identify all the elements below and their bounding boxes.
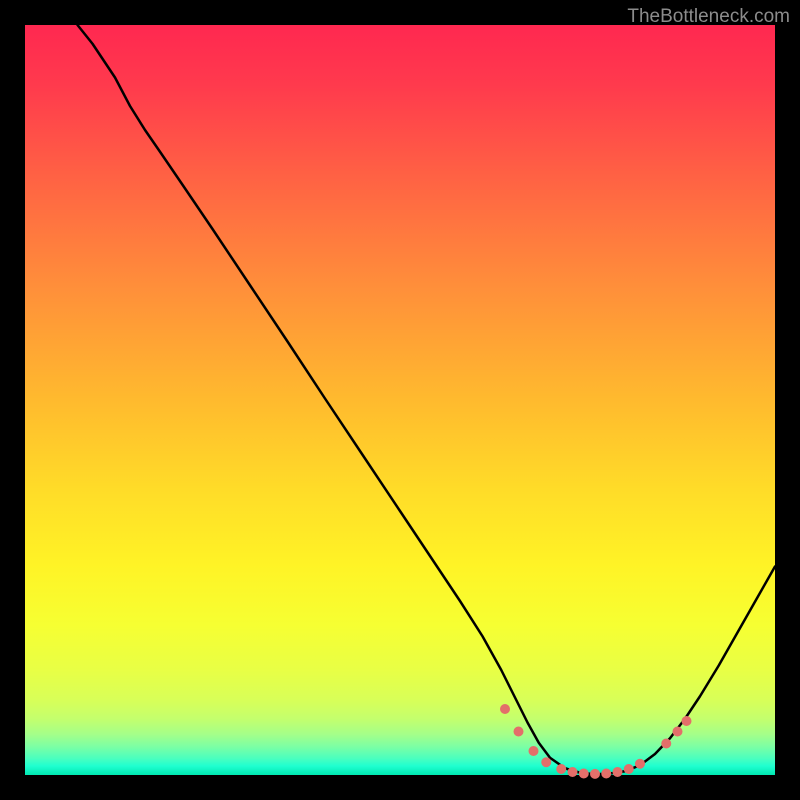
- curve-marker: [662, 739, 671, 748]
- curve-marker: [613, 768, 622, 777]
- curve-marker: [501, 705, 510, 714]
- curve-marker: [579, 769, 588, 778]
- curve-marker: [568, 768, 577, 777]
- curve-marker: [557, 765, 566, 774]
- bottleneck-chart: TheBottleneck.com: [0, 0, 800, 800]
- curve-marker: [624, 765, 633, 774]
- curve-marker: [514, 727, 523, 736]
- curve-marker: [682, 717, 691, 726]
- curve-marker: [529, 747, 538, 756]
- chart-plot-background: [25, 25, 775, 775]
- curve-marker: [602, 769, 611, 778]
- curve-marker: [542, 758, 551, 767]
- curve-marker: [591, 769, 600, 778]
- curve-marker: [636, 759, 645, 768]
- curve-marker: [673, 727, 682, 736]
- chart-svg: [0, 0, 800, 800]
